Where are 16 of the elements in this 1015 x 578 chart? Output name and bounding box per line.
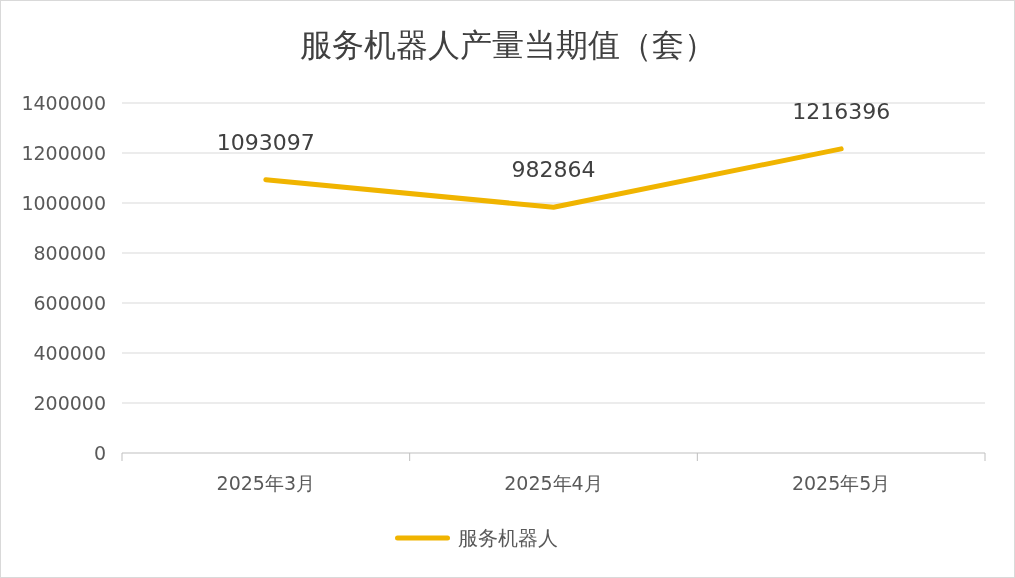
- x-tick-label: 2025年5月: [791, 472, 891, 494]
- y-tick-label: 200000: [33, 392, 106, 414]
- legend-label: 服务机器人: [457, 526, 558, 550]
- data-label: 1093097: [216, 129, 315, 155]
- y-tick-label: 800000: [33, 242, 106, 264]
- y-tick-label: 1200000: [21, 142, 106, 164]
- title: 服务机器人产量当期值（套）: [299, 26, 716, 64]
- y-tick-label: 400000: [33, 342, 106, 364]
- data-label: 1216396: [792, 98, 891, 124]
- x-tick-label: 2025年4月: [504, 472, 603, 494]
- x-tick-label: 2025年3月: [216, 472, 316, 494]
- y-tick-label: 600000: [33, 292, 106, 314]
- data-label: 982864: [511, 157, 596, 183]
- y-tick-label: 1000000: [21, 192, 106, 214]
- y-tick-label: 0: [93, 442, 106, 464]
- y-tick-label: 1400000: [21, 92, 106, 114]
